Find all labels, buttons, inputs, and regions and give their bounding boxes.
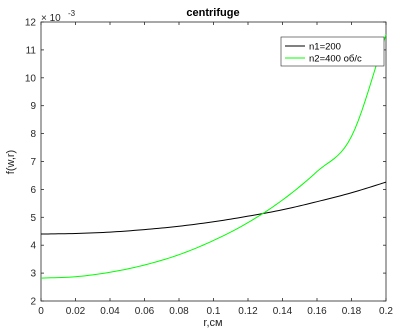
- x-tick-label: 0.1: [207, 306, 221, 317]
- x-tick-label: 0: [38, 306, 44, 317]
- plot-frame: [40, 21, 387, 302]
- plot-area: 0 0.02 0.04 0.06 0.08 0.1 0.12 0.14 0.16 0.18 0.2 2…: [25, 18, 394, 318]
- y-tick-label: 2: [30, 297, 36, 308]
- y-tick-label: 3: [30, 269, 36, 280]
- x-tick-label: 0.2: [379, 306, 393, 317]
- x-tick-label: 0.18: [342, 306, 362, 317]
- x-tick-label: 0.02: [66, 306, 86, 317]
- x-tick-label: 0.14: [273, 306, 293, 317]
- x-tick-label: 0.04: [100, 306, 120, 317]
- y-tick-label: 4: [30, 241, 36, 252]
- chart-title: centrifuge: [186, 7, 239, 19]
- y-exponent-base: × 10: [41, 13, 61, 24]
- x-tick-label: 0.12: [238, 306, 258, 317]
- y-tick-label: 12: [25, 18, 37, 29]
- series-line-1: [40, 181, 387, 235]
- y-tick-label: 9: [30, 101, 36, 112]
- x-axis-label: r,см: [203, 317, 222, 329]
- y-tick-label: 10: [25, 73, 37, 84]
- y-tick-label: 5: [30, 213, 36, 224]
- x-tick-label: 0.08: [169, 306, 189, 317]
- x-tick-label: 0.16: [307, 306, 327, 317]
- y-tick-label: 6: [30, 185, 36, 196]
- series-line-2: [40, 34, 387, 279]
- y-exponent-power: -3: [68, 9, 76, 18]
- legend-label: n2=400 об/с: [309, 54, 362, 65]
- y-axis-label: f(w,r): [5, 150, 17, 174]
- y-tick-label: 7: [30, 157, 36, 168]
- legend-label: n1=200: [309, 42, 341, 53]
- legend-box: [280, 36, 385, 67]
- y-exponent: × 10 -3: [41, 9, 76, 24]
- y-tick-label: 8: [30, 129, 36, 140]
- x-tick-label: 0.06: [135, 306, 155, 317]
- y-tick-label: 11: [26, 45, 37, 56]
